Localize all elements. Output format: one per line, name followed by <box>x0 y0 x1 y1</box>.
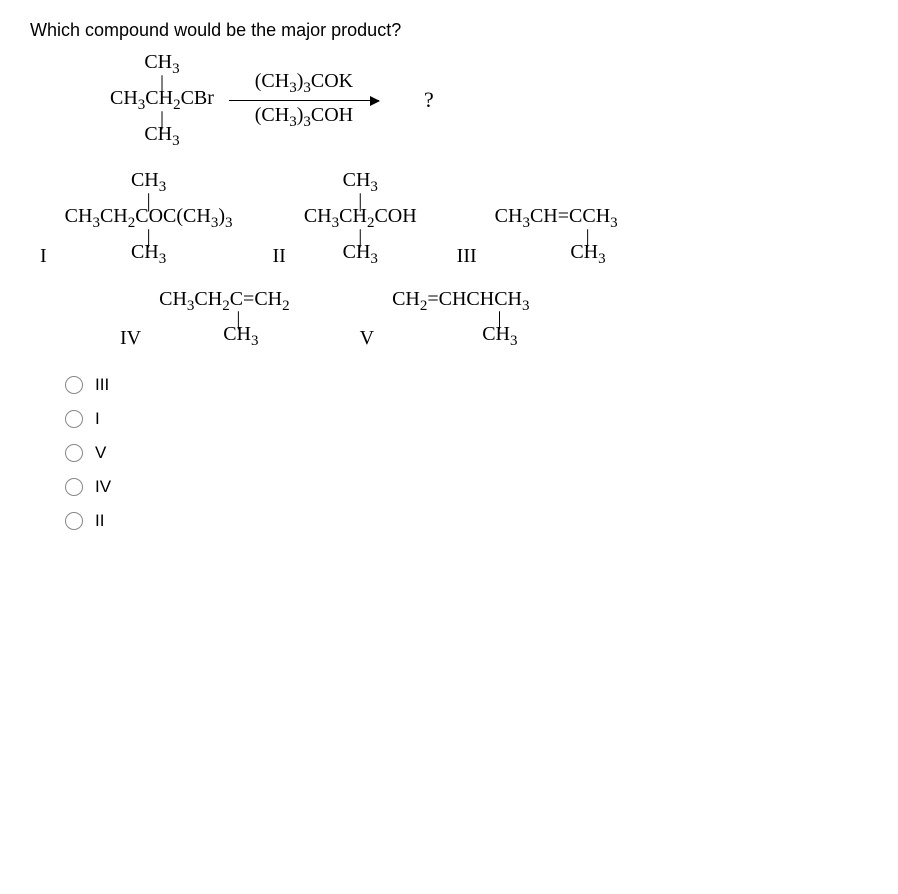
radio-label: V <box>95 443 106 463</box>
label-V: V <box>360 327 374 350</box>
product-unknown: ? <box>424 87 434 113</box>
radio-label: IV <box>95 477 111 497</box>
reaction-scheme: CH3 | CH3CH2CBr | CH3 (CH3)3COK (CH3)3CO… <box>110 51 868 149</box>
compounds-row-1: I CH3 | CH3CH2COC(CH3)3 | CH3 II CH3 | C… <box>40 169 868 267</box>
label-I: I <box>40 245 47 268</box>
radio-option-I[interactable]: I <box>65 409 868 429</box>
reaction-arrow: (CH3)3COK (CH3)3COH <box>229 70 379 131</box>
radio-option-III[interactable]: III <box>65 375 868 395</box>
radio-icon <box>65 410 83 428</box>
radio-icon <box>65 444 83 462</box>
label-II: II <box>273 245 286 268</box>
radio-icon <box>65 376 83 394</box>
reagent-bottom: (CH3)3COH <box>255 104 353 131</box>
reagent-top: (CH3)3COK <box>255 70 353 97</box>
radio-option-V[interactable]: V <box>65 443 868 463</box>
answer-options: III I V IV II <box>30 375 868 531</box>
radio-icon <box>65 478 83 496</box>
radio-label: II <box>95 511 104 531</box>
label-III: III <box>457 245 477 268</box>
compound-III: III CH3CH=CCH3 | CH3 <box>457 169 618 267</box>
compound-I: I CH3 | CH3CH2COC(CH3)3 | CH3 <box>40 169 233 267</box>
radio-label: III <box>95 375 109 395</box>
radio-option-IV[interactable]: IV <box>65 477 868 497</box>
compounds-row-2: IV CH3CH2C=CH2 | CH3 V CH2=CHCHCH3 | CH3 <box>120 288 868 351</box>
label-IV: IV <box>120 327 141 350</box>
compound-IV: IV CH3CH2C=CH2 | CH3 <box>120 288 290 351</box>
substrate: CH3 | CH3CH2CBr | CH3 <box>110 51 214 149</box>
radio-icon <box>65 512 83 530</box>
question-text: Which compound would be the major produc… <box>30 20 868 41</box>
radio-option-II[interactable]: II <box>65 511 868 531</box>
compound-V: V CH2=CHCHCH3 | CH3 <box>360 288 530 351</box>
compound-II: II CH3 | CH3CH2COH | CH3 <box>273 169 417 267</box>
radio-label: I <box>95 409 100 429</box>
